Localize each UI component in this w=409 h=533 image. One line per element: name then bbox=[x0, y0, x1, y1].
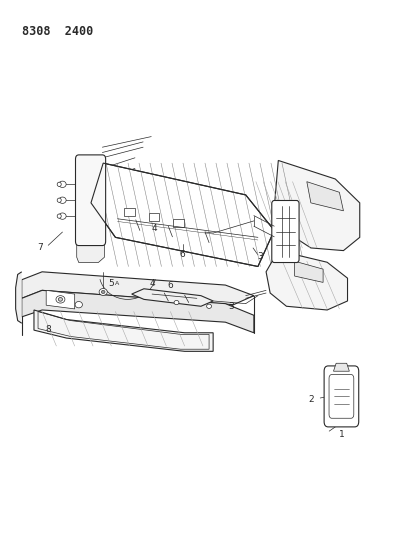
Text: 4: 4 bbox=[149, 279, 155, 288]
Text: 8308  2400: 8308 2400 bbox=[22, 25, 93, 38]
Text: 5: 5 bbox=[108, 279, 114, 288]
Ellipse shape bbox=[58, 297, 62, 301]
Ellipse shape bbox=[57, 182, 61, 187]
Ellipse shape bbox=[57, 198, 61, 203]
Polygon shape bbox=[91, 163, 274, 266]
Polygon shape bbox=[76, 241, 104, 263]
Ellipse shape bbox=[75, 302, 82, 308]
Text: 8: 8 bbox=[45, 325, 51, 334]
FancyBboxPatch shape bbox=[271, 200, 298, 263]
Ellipse shape bbox=[206, 304, 211, 309]
Text: A: A bbox=[115, 281, 119, 286]
Polygon shape bbox=[333, 364, 348, 371]
Ellipse shape bbox=[101, 290, 105, 294]
FancyBboxPatch shape bbox=[75, 155, 106, 246]
Polygon shape bbox=[294, 261, 322, 282]
Text: 4: 4 bbox=[151, 224, 157, 233]
Ellipse shape bbox=[56, 296, 65, 303]
Bar bbox=[124, 208, 135, 216]
Polygon shape bbox=[22, 290, 253, 333]
Polygon shape bbox=[34, 310, 213, 351]
Ellipse shape bbox=[174, 301, 178, 305]
Ellipse shape bbox=[58, 197, 66, 204]
Ellipse shape bbox=[58, 213, 66, 219]
Polygon shape bbox=[274, 160, 359, 251]
Text: 1: 1 bbox=[338, 430, 344, 439]
Ellipse shape bbox=[55, 300, 62, 306]
Text: 7: 7 bbox=[37, 244, 43, 253]
Bar bbox=[148, 213, 159, 221]
Text: 2: 2 bbox=[307, 394, 313, 403]
Polygon shape bbox=[265, 251, 347, 310]
Ellipse shape bbox=[99, 288, 107, 295]
Ellipse shape bbox=[58, 181, 66, 188]
Polygon shape bbox=[16, 272, 22, 323]
FancyBboxPatch shape bbox=[324, 366, 358, 427]
Polygon shape bbox=[306, 182, 343, 211]
Polygon shape bbox=[131, 289, 213, 306]
Text: 3: 3 bbox=[228, 302, 234, 311]
Ellipse shape bbox=[57, 214, 61, 218]
Bar bbox=[173, 219, 183, 227]
Polygon shape bbox=[46, 290, 74, 309]
Polygon shape bbox=[22, 272, 253, 305]
Text: 6: 6 bbox=[179, 251, 185, 260]
Text: 3: 3 bbox=[256, 253, 262, 262]
Polygon shape bbox=[91, 163, 274, 266]
Text: 6: 6 bbox=[167, 280, 173, 289]
FancyBboxPatch shape bbox=[328, 375, 353, 418]
